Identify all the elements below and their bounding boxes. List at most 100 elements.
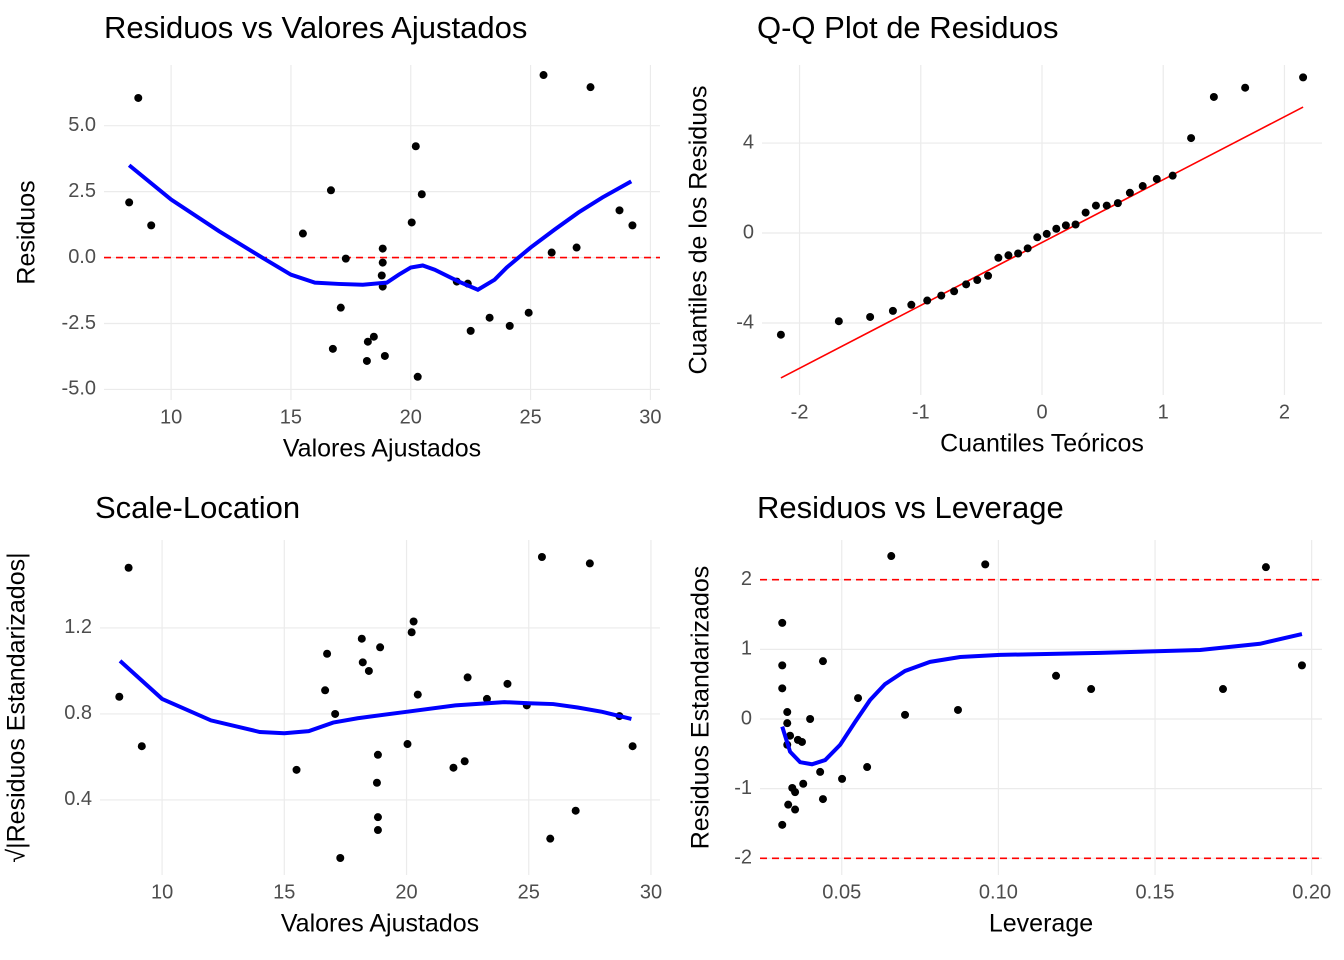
smooth-line: [118, 659, 632, 736]
point: [1014, 249, 1023, 258]
point: [373, 813, 382, 822]
x-tick-label: -2: [791, 401, 809, 423]
x-axis-title: Valores Ajustados: [281, 910, 479, 938]
point: [984, 271, 993, 280]
point: [1071, 220, 1080, 229]
y-axis-title: Residuos Estandarizados: [687, 566, 715, 850]
point: [376, 643, 385, 652]
chart-title: Scale-Location: [95, 490, 300, 525]
point: [372, 778, 381, 787]
point: [341, 254, 350, 263]
point: [1241, 83, 1250, 92]
point: [1023, 244, 1032, 253]
point: [369, 332, 378, 341]
point: [1219, 685, 1228, 694]
point: [373, 750, 382, 759]
point: [937, 291, 946, 300]
point: [358, 658, 367, 667]
point: [786, 731, 795, 740]
point: [778, 820, 787, 829]
point: [1152, 175, 1161, 184]
point: [981, 560, 990, 569]
point: [834, 317, 843, 326]
point: [901, 710, 910, 719]
point: [547, 248, 556, 257]
y-tick-label: 2: [741, 568, 752, 590]
point: [357, 634, 366, 643]
point: [838, 774, 847, 783]
y-tick-label: -2: [734, 847, 752, 869]
x-tick-label: 20: [395, 881, 417, 903]
x-axis-title: Cuantiles Teóricos: [940, 430, 1144, 458]
point: [887, 552, 896, 561]
y-tick-label: 1.2: [64, 616, 92, 638]
point: [776, 330, 785, 339]
x-tick-label: 30: [640, 881, 662, 903]
point: [321, 686, 330, 695]
point: [1091, 201, 1100, 210]
point: [524, 308, 533, 317]
x-tick-label: 0: [1036, 401, 1047, 423]
point: [953, 705, 962, 714]
y-tick-label: 0: [741, 707, 752, 729]
point: [973, 276, 982, 285]
x-axis-title: Leverage: [989, 910, 1093, 938]
y-tick-label: 1: [741, 638, 752, 660]
chart-title: Q-Q Plot de Residuos: [757, 10, 1059, 45]
point: [539, 71, 548, 80]
point: [816, 767, 825, 776]
x-tick-label: 20: [400, 406, 422, 428]
point: [331, 709, 340, 718]
point: [1168, 171, 1177, 180]
y-tick-label: 0.8: [64, 702, 92, 724]
point: [134, 93, 143, 102]
point: [413, 372, 422, 381]
chart-title: Residuos vs Valores Ajustados: [104, 10, 527, 45]
qq-line: [780, 106, 1304, 379]
point: [1042, 229, 1051, 238]
point: [125, 198, 134, 207]
point: [1125, 188, 1134, 197]
point: [1209, 92, 1218, 101]
point: [546, 834, 555, 843]
point: [364, 666, 373, 675]
point: [797, 737, 806, 746]
point: [417, 190, 426, 199]
point: [778, 661, 787, 670]
x-tick-label: 2: [1279, 401, 1290, 423]
point: [336, 303, 345, 312]
point: [378, 244, 387, 253]
point: [1187, 134, 1196, 143]
y-axis-title: √|Residuos Estandarizados|: [3, 552, 31, 862]
point: [791, 788, 800, 797]
point: [124, 563, 133, 572]
x-tick-label: 0.20: [1292, 881, 1331, 903]
point: [363, 337, 372, 346]
point: [1033, 233, 1042, 242]
point: [147, 221, 156, 230]
point: [806, 714, 815, 723]
point: [863, 763, 872, 772]
y-axis-title: Residuos: [13, 180, 41, 284]
point: [628, 742, 637, 751]
smooth-line: [780, 632, 1303, 767]
point: [994, 253, 1003, 262]
point: [962, 280, 971, 289]
point: [413, 690, 422, 699]
x-tick-label: 15: [273, 881, 295, 903]
point: [783, 708, 792, 717]
y-tick-label: 2.5: [68, 180, 96, 202]
chart-title: Residuos vs Leverage: [757, 490, 1064, 525]
point: [378, 258, 387, 267]
point: [407, 628, 416, 637]
y-tick-label: 0: [743, 221, 754, 243]
y-tick-label: -5.0: [62, 378, 96, 400]
point: [818, 657, 827, 666]
point: [866, 312, 875, 321]
point: [1299, 73, 1308, 82]
x-tick-label: -1: [912, 401, 930, 423]
point: [571, 806, 580, 815]
y-tick-label: 0.0: [68, 246, 96, 268]
x-tick-label: 1: [1158, 401, 1169, 423]
